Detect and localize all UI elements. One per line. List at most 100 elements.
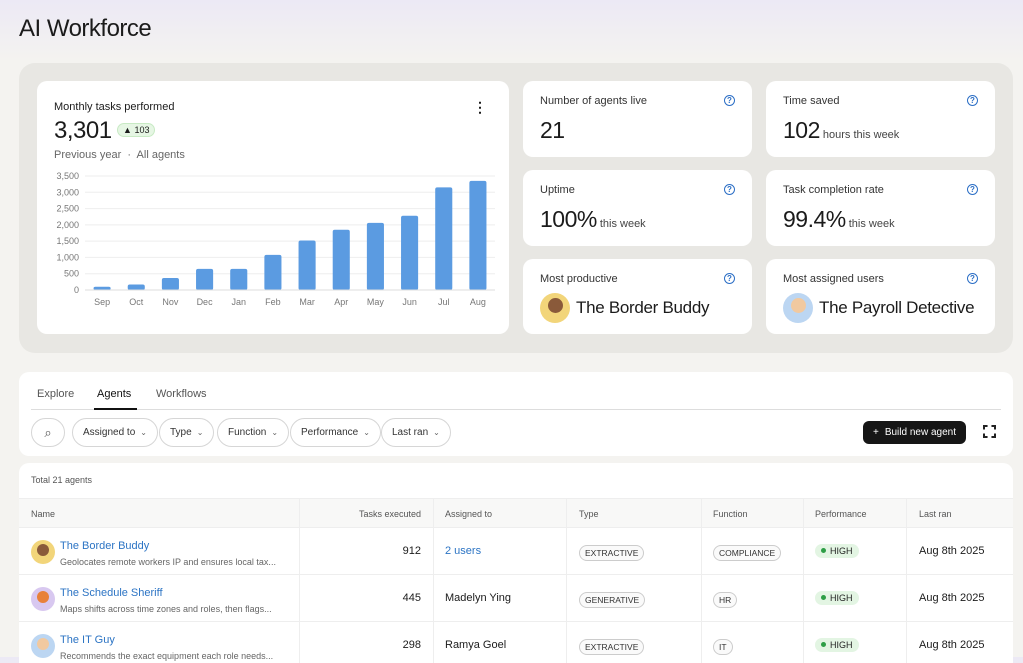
help-icon[interactable]: ? — [724, 273, 735, 284]
col-type[interactable]: Type — [579, 509, 599, 519]
agent-avatar — [540, 293, 570, 323]
agents-table: Total 21 agents Name Tasks executed Assi… — [19, 463, 1013, 663]
bar-jan[interactable] — [230, 268, 248, 290]
bar-jun[interactable] — [401, 215, 419, 290]
table-row[interactable]: The IT Guy Recommends the exact equipmen… — [19, 622, 1013, 663]
tab-agents[interactable]: Agents — [97, 388, 132, 400]
stat-label: Number of agents live — [540, 95, 647, 107]
table-row[interactable]: The Border Buddy Geolocates remote worke… — [19, 528, 1013, 575]
agent-name[interactable]: The Border Buddy — [60, 540, 150, 552]
tab-explore[interactable]: Explore — [37, 388, 75, 400]
agent-filter[interactable]: All agents — [136, 149, 185, 161]
agent-name[interactable]: The Payroll Detective — [819, 298, 975, 317]
assigned-to[interactable]: 2 users — [445, 545, 482, 557]
total-agents: Total 21 agents — [31, 475, 93, 485]
col-name[interactable]: Name — [31, 509, 56, 519]
build-new-agent-button[interactable]: + Build new agent — [863, 421, 966, 444]
x-tick-label: Jun — [402, 297, 417, 307]
x-tick-label: Sep — [94, 297, 110, 307]
agent-name[interactable]: The Schedule Sheriff — [60, 587, 163, 599]
agent-name[interactable]: The Border Buddy — [576, 298, 710, 317]
filter-assigned-to[interactable]: Assigned to ⌄ — [72, 418, 158, 447]
bar-apr[interactable] — [332, 229, 350, 290]
y-tick-label: 2,000 — [56, 220, 79, 230]
y-tick-label: 500 — [64, 269, 79, 279]
stat-value: 102 — [783, 117, 820, 143]
filter-performance[interactable]: Performance ⌄ — [290, 418, 381, 447]
bar-jul[interactable] — [435, 187, 453, 290]
col-last-ran[interactable]: Last ran — [919, 509, 952, 519]
y-tick-label: 1,500 — [56, 236, 79, 246]
stat-value: 21 — [540, 117, 565, 143]
stat-value: 100% — [540, 206, 597, 232]
agent-description: Recommends the exact equipment each role… — [60, 651, 274, 661]
bar-may[interactable] — [366, 222, 384, 290]
x-tick-label: Aug — [470, 297, 486, 307]
chart-filters: Previous year · All agents — [54, 149, 185, 161]
filter-function[interactable]: Function ⌄ — [217, 418, 290, 447]
type-badge: GENERATIVE — [579, 592, 646, 608]
more-menu-icon[interactable]: ⋮ — [473, 99, 487, 115]
stat-label: Most productive — [540, 273, 618, 285]
agent-avatar — [31, 587, 55, 611]
col-function[interactable]: Function — [713, 509, 748, 519]
x-tick-label: Mar — [299, 297, 315, 307]
chevron-down-icon: ⌄ — [433, 428, 440, 437]
bar-dec[interactable] — [196, 268, 214, 290]
period-filter[interactable]: Previous year — [54, 149, 122, 161]
col-assigned[interactable]: Assigned to — [445, 509, 493, 519]
x-tick-label: Feb — [265, 297, 281, 307]
expand-icon[interactable] — [983, 425, 996, 438]
bar-oct[interactable] — [127, 284, 145, 290]
bar-feb[interactable] — [264, 254, 282, 290]
chevron-down-icon: ⌄ — [363, 428, 370, 437]
filter-type[interactable]: Type ⌄ — [159, 418, 215, 447]
col-performance[interactable]: Performance — [815, 509, 867, 519]
y-tick-label: 3,500 — [56, 171, 79, 181]
type-badge: EXTRACTIVE — [579, 639, 645, 655]
y-tick-label: 1,000 — [56, 252, 79, 262]
last-ran: Aug 8th 2025 — [919, 592, 985, 604]
agent-avatar — [783, 293, 813, 323]
function-badge: HR — [713, 592, 738, 608]
agent-avatar — [31, 634, 55, 658]
help-icon[interactable]: ? — [724, 184, 735, 195]
tab-workflows[interactable]: Workflows — [156, 388, 207, 400]
stat-most-productive: Most productive? The Border Buddy — [523, 259, 752, 334]
y-tick-label: 3,000 — [56, 187, 79, 197]
help-icon[interactable]: ? — [967, 95, 978, 106]
agent-name[interactable]: The IT Guy — [60, 634, 115, 646]
stat-uptime: Uptime? 100% this week — [523, 170, 752, 246]
bar-mar[interactable] — [298, 240, 316, 290]
x-tick-label: May — [367, 297, 385, 307]
tasks-executed: 298 — [402, 639, 421, 651]
help-icon[interactable]: ? — [967, 184, 978, 195]
stat-unit: hours this week — [822, 129, 900, 141]
table-header: Name Tasks executed Assigned to Type Fun… — [19, 498, 1013, 528]
chart-title: Monthly tasks performed — [54, 101, 175, 113]
filter-last-ran[interactable]: Last ran ⌄ — [381, 418, 451, 447]
bar-chart: 0 500 1,000 1,500 2,000 2,500 3,000 3,500 Sep Oct… — [56, 171, 495, 307]
help-icon[interactable]: ? — [724, 95, 735, 106]
stat-agents-live: Number of agents live? 21 — [523, 81, 752, 157]
bar-aug[interactable] — [469, 180, 487, 290]
delta-value: 103 — [134, 125, 150, 135]
col-tasks[interactable]: Tasks executed — [358, 509, 421, 519]
stat-value: 99.4% — [783, 206, 846, 232]
search-icon: ⌕ — [44, 424, 52, 440]
stat-unit: this week — [848, 218, 895, 230]
bar-sep[interactable] — [93, 286, 111, 290]
bar-nov[interactable] — [161, 277, 179, 290]
stat-most-assigned: Most assigned users? The Payroll Detecti… — [766, 259, 995, 334]
tasks-executed: 912 — [402, 545, 421, 557]
y-tick-label: 0 — [74, 285, 79, 295]
stat-label: Time saved — [783, 95, 840, 107]
arrow-up-icon: ▲ — [123, 125, 132, 135]
help-icon[interactable]: ? — [967, 273, 978, 284]
assigned-to: Madelyn Ying — [445, 592, 512, 604]
search-button[interactable]: ⌕ — [31, 418, 65, 447]
x-tick-label: Dec — [197, 297, 214, 307]
stat-label: Task completion rate — [783, 184, 884, 196]
agent-avatar — [31, 540, 55, 564]
table-row[interactable]: The Schedule Sheriff Maps shifts across … — [19, 575, 1013, 622]
